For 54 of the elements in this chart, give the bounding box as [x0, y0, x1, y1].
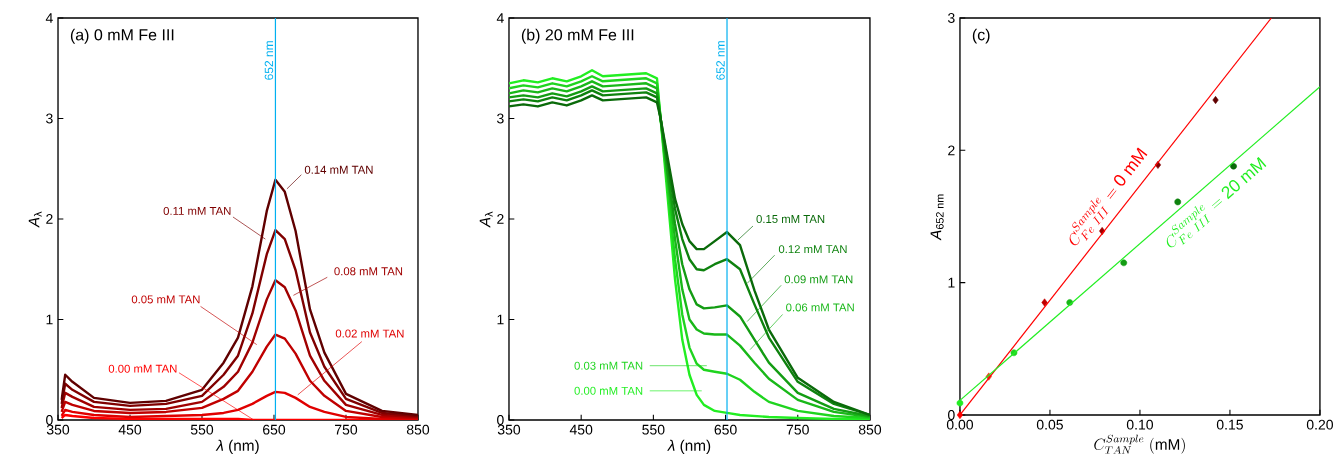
x-tick-label: 850 — [858, 424, 882, 435]
y-tick-label: 3 — [947, 13, 955, 23]
y-axis-title: A$_{λ}$ — [479, 211, 493, 228]
text: 0.11 mM TAN — [163, 206, 231, 215]
text: (c) — [972, 28, 990, 44]
y-tick-label: 2 — [46, 214, 53, 224]
text: 0.14 mM TAN — [304, 165, 373, 174]
x-tick-label: 550 — [190, 424, 214, 435]
text: (b) 20 mM Fe III — [521, 28, 634, 44]
text: 0.06 mM TAN — [786, 303, 854, 312]
y-tick-label: 0 — [497, 415, 504, 425]
x-axis-title: λ (nm) — [215, 439, 259, 455]
y-axis-title: A$_{λ}$ — [28, 211, 42, 228]
x-tick-label: 0.05 — [1036, 419, 1063, 430]
x-tick-label: 350 — [497, 424, 521, 435]
y-tick-label: 0 — [46, 415, 53, 425]
y-tick-label: 3 — [46, 113, 53, 124]
y-tick-label: 0 — [948, 410, 955, 420]
text: 0.05 mM TAN — [131, 295, 200, 304]
ref-line-label: 652 nm — [264, 41, 274, 80]
text: 0.02 mM TAN — [335, 329, 404, 338]
x-tick-label: 750 — [786, 424, 809, 435]
x-tick-label: 650 — [263, 424, 286, 435]
x-tick-label: 450 — [569, 424, 593, 435]
x-tick-label: 450 — [118, 424, 142, 435]
y-tick-label: 1 — [46, 314, 53, 325]
text: (a) 0 mM Fe III — [70, 28, 174, 44]
legend-label: 0.00 mM TAN — [574, 386, 643, 395]
x-tick-label: 650 — [714, 424, 737, 435]
text: 0.15 mM TAN — [756, 215, 825, 224]
y-tick-label: 1 — [948, 277, 955, 288]
y-tick-label: 2 — [497, 214, 504, 224]
x-tick-label: 0.00 — [946, 419, 974, 430]
x-axis-title: $C^{Sample}_{TAN}\ \mathrm{(mM)}$ — [1094, 434, 1185, 454]
text: 0.08 mM TAN — [334, 267, 403, 276]
x-axis-title: λ (nm) — [667, 439, 711, 455]
text: 0.09 mM TAN — [784, 275, 853, 284]
x-tick-label: 850 — [406, 424, 430, 435]
y-axis-title: A$_{652 nm}$ — [930, 194, 944, 241]
y-tick-label: 3 — [497, 113, 504, 124]
y-tick-label: 1 — [497, 314, 504, 325]
x-tick-label: 550 — [642, 424, 665, 435]
y-tick-label: 4 — [45, 13, 53, 23]
y-tick-label: 4 — [496, 13, 504, 23]
x-tick-label: 0.15 — [1216, 419, 1243, 430]
text: 0.00 mM TAN — [108, 364, 177, 373]
x-tick-label: 0.20 — [1306, 419, 1334, 430]
text: 0.03 mM TAN — [574, 361, 643, 370]
x-tick-label: 350 — [46, 424, 70, 435]
x-tick-label: 0.10 — [1126, 419, 1154, 430]
ref-line-label: 652 nm — [716, 41, 725, 80]
y-tick-label: 2 — [948, 145, 955, 156]
x-tick-label: 750 — [335, 424, 358, 435]
text: 0.12 mM TAN — [778, 245, 847, 254]
